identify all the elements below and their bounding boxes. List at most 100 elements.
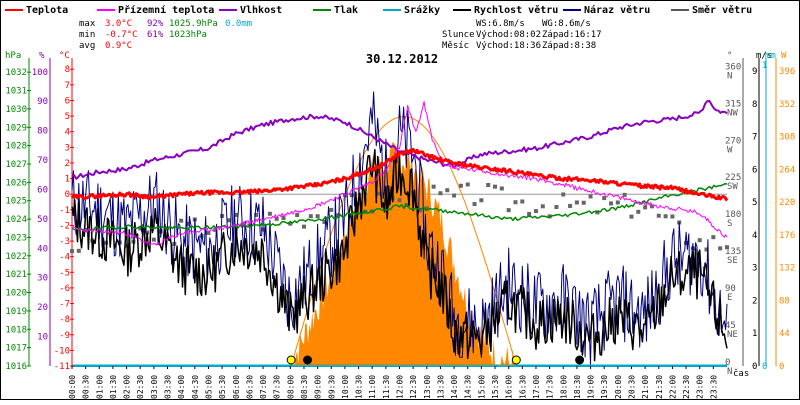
time-tick: 07:00 [259, 375, 268, 399]
time-tick: 12:00 [396, 375, 405, 399]
time-tick: 13:00 [423, 375, 432, 399]
sunset-marker [511, 355, 521, 365]
wind-direction-point [185, 221, 190, 226]
wind-direction-point [458, 183, 463, 188]
time-tick: 23:30 [709, 375, 718, 399]
legend: Teplota Přízemní teplota Vlhkost Tlak Sr… [5, 4, 752, 16]
wind-direction-point [138, 226, 143, 231]
wind-direction-point [704, 247, 709, 252]
wind-direction-point [254, 212, 259, 217]
wind-direction-point [527, 212, 532, 217]
sun-rise: Východ:08:02 [476, 30, 541, 40]
time-tick: 15:30 [491, 375, 500, 399]
hpa-tick: 1024 [5, 215, 27, 225]
time-tick: 01:30 [109, 375, 118, 399]
wind-direction-point [206, 230, 211, 235]
pct-tick: 30 [37, 274, 48, 284]
ms-tick: 3 [752, 264, 757, 274]
wind-direction-point [465, 182, 470, 187]
temp-tick: -11 [54, 362, 70, 372]
solar-radiation-area [290, 142, 517, 366]
stat-max-press: 1025.9hPa [169, 19, 218, 29]
dir-cardinal: N [727, 367, 732, 377]
series-naraz-vetru [71, 91, 728, 366]
time-tick: 06:00 [232, 375, 241, 399]
wind-direction-point [261, 227, 266, 232]
legend-naraz: Náraz větru [584, 4, 650, 16]
wind-direction-point [554, 205, 559, 210]
temp-tick: -2 [59, 221, 70, 231]
time-axis-label: čas [733, 368, 749, 379]
wind-direction-point [725, 245, 729, 250]
wind-wg: WG:8.6m/s [542, 19, 591, 29]
pct-tick: 50 [37, 215, 48, 225]
time-tick: 02:30 [136, 375, 145, 399]
time-tick: 22:00 [668, 375, 677, 399]
hpa-tick: 1018 [5, 325, 27, 335]
ms-tick: 6 [752, 165, 757, 175]
temp-tick: -6 [59, 284, 70, 294]
wind-direction-point [622, 192, 627, 197]
series-teplota [70, 147, 729, 202]
pct-axis-label: % [39, 51, 45, 61]
wind-direction-point [247, 223, 252, 228]
moon-set: Západ:8:38 [542, 41, 596, 51]
w-tick: 308 [779, 133, 795, 143]
wind-direction-point [226, 218, 231, 223]
hpa-tick: 1026 [5, 178, 27, 188]
time-tick: 16:30 [518, 375, 527, 399]
wind-direction-point [424, 206, 429, 211]
stat-min-press: 1023hPa [169, 30, 207, 40]
time-tick: 22:30 [682, 375, 691, 399]
temp-tick: -4 [59, 253, 70, 263]
w-tick: 88 [779, 296, 790, 306]
w-tick: 264 [779, 165, 795, 175]
wind-direction-point [499, 186, 504, 191]
wind-direction-point [506, 208, 511, 213]
temp-tick: -3 [59, 237, 70, 247]
stat-avg-label: avg [79, 41, 95, 51]
hpa-tick: 1025 [5, 197, 27, 207]
time-tick: 21:30 [655, 375, 664, 399]
hpa-tick: 1031 [5, 87, 27, 97]
time-tick: 11:30 [382, 375, 391, 399]
w-tick: 132 [779, 264, 795, 274]
chart-title: 30.12.2012 [366, 52, 438, 66]
time-tick: 04:30 [191, 375, 200, 399]
wind-direction-point [70, 249, 74, 254]
dir-tick: 0 [725, 358, 730, 368]
wind-direction-point [649, 204, 654, 209]
dir-cardinal: NE [727, 330, 738, 340]
temp-tick: -1 [59, 206, 70, 216]
series-tlak [71, 183, 728, 231]
wind-direction-point [397, 198, 402, 203]
time-tick: 14:30 [464, 375, 473, 399]
ms-tick: 4 [752, 231, 757, 241]
dir-cardinal: SW [727, 182, 738, 192]
legend-srazky: Srážky [404, 4, 440, 16]
dir-cardinal: NW [727, 108, 738, 118]
temp-tick: 4 [65, 128, 70, 138]
mm-tick: 0 [762, 362, 767, 372]
w-tick: 0 [779, 362, 784, 372]
ms-tick: 5 [752, 198, 757, 208]
temp-tick: -8 [59, 315, 70, 325]
wind-direction-point [670, 214, 675, 219]
wind-direction-point [643, 205, 648, 210]
legend-smer: Směr větru [692, 4, 752, 16]
time-tick: 17:30 [546, 375, 555, 399]
wind-direction-point [684, 240, 689, 245]
sun-label: Slunce [442, 30, 475, 40]
temp-tick: -7 [59, 300, 70, 310]
pct-tick: 90 [37, 97, 48, 107]
hpa-tick: 1028 [5, 142, 27, 152]
stat-min-label: min [79, 30, 95, 40]
wind-direction-point [629, 214, 634, 219]
wind-direction-point [711, 235, 716, 240]
ms-tick: 9 [752, 67, 757, 77]
time-tick: 00:00 [68, 375, 77, 399]
stat-min-temp: -0.7°C [105, 30, 138, 40]
wind-direction-point [315, 214, 320, 219]
hpa-tick: 1029 [5, 123, 27, 133]
